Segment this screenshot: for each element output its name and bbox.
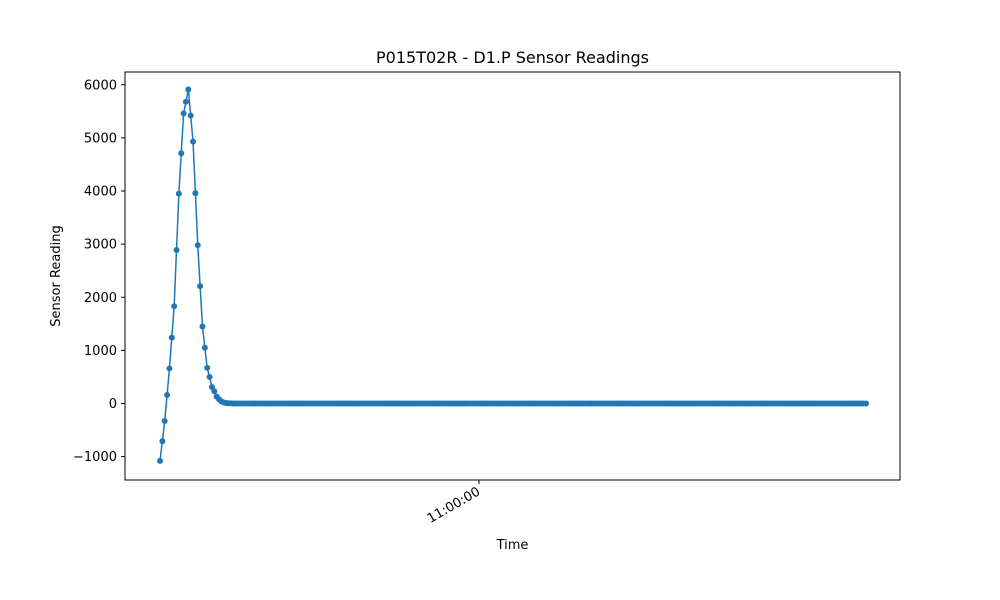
y-tick-label: −1000 [73, 450, 117, 465]
y-axis: −1000 0 1000 2000 3000 4000 5000 6000 [73, 78, 125, 465]
x-tick-label: 11:00:00 [425, 484, 483, 526]
data-point [178, 150, 185, 157]
y-tick-label: 6000 [84, 78, 117, 93]
y-tick-label: 3000 [84, 238, 117, 253]
data-point [168, 334, 175, 341]
data-point [185, 86, 192, 93]
data-point [187, 112, 194, 119]
data-point [161, 418, 168, 425]
x-axis-label: Time [496, 538, 529, 553]
data-point [206, 373, 213, 380]
x-axis: 11:00:00 [425, 480, 483, 527]
data-layer [157, 86, 869, 464]
data-point [175, 190, 182, 197]
data-point [164, 392, 171, 398]
data-point [194, 242, 201, 249]
data-point [159, 438, 166, 445]
data-point [199, 323, 206, 330]
data-point [166, 365, 173, 372]
data-point [204, 364, 211, 371]
y-tick-label: 4000 [84, 185, 117, 200]
data-point [197, 283, 204, 290]
y-tick-label: 2000 [84, 291, 117, 306]
data-point [863, 400, 869, 407]
data-point [192, 190, 199, 197]
data-point [182, 98, 189, 105]
data-point [173, 246, 180, 253]
chart-title: P015T02R - D1.P Sensor Readings [376, 48, 649, 67]
data-point [190, 138, 197, 145]
data-point [171, 303, 178, 310]
plot-frame [124, 71, 901, 481]
data-point [157, 457, 163, 464]
y-tick-label: 5000 [84, 131, 117, 146]
y-axis-label: Sensor Reading [49, 225, 64, 326]
data-point [180, 110, 187, 117]
plot-area [125, 72, 900, 480]
data-point [201, 344, 208, 351]
y-tick-label: 0 [109, 397, 117, 412]
y-tick-label: 1000 [84, 344, 117, 359]
data-point [211, 388, 218, 395]
